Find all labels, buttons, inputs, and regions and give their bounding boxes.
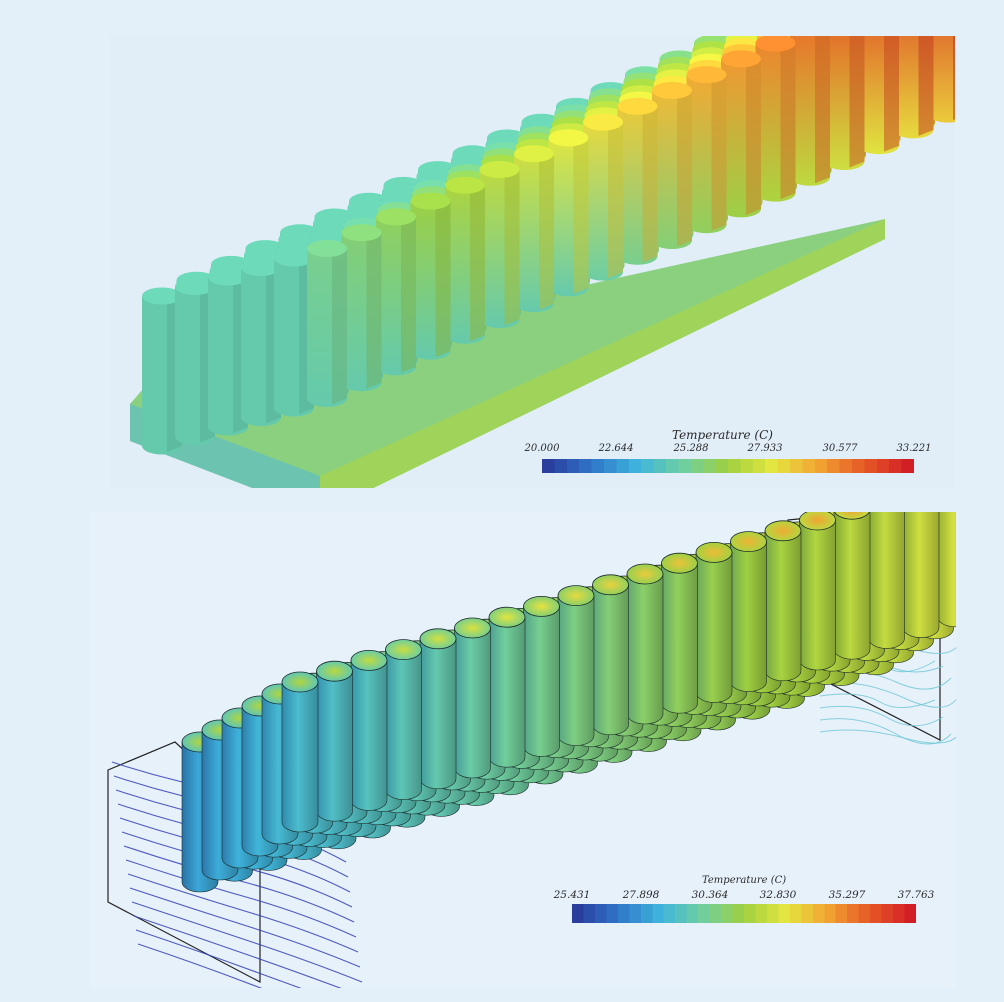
battery-cell xyxy=(488,606,526,768)
battery-cell xyxy=(617,97,658,265)
battery-cell xyxy=(790,36,830,186)
legend-tick: 20.000 xyxy=(524,443,560,454)
battery-cell xyxy=(514,145,554,313)
legend-tick: 27.898 xyxy=(622,889,660,901)
battery-cell xyxy=(445,176,485,344)
temperature-legend: Temperature (C) 20.000 22.644 25.288 27.… xyxy=(520,426,940,482)
battery-cell xyxy=(419,628,457,790)
battery-cell xyxy=(385,639,422,800)
battery-cell xyxy=(695,542,733,703)
battery-cell xyxy=(686,66,727,234)
battery-module-temperature-panel: Temperature (C) 20.000 22.644 25.288 27.… xyxy=(110,36,955,488)
battery-cells-render xyxy=(130,36,955,488)
battery-cell xyxy=(350,649,388,811)
battery-cells-streamlines-render xyxy=(107,512,956,988)
battery-cell xyxy=(592,574,629,736)
battery-cell xyxy=(730,531,767,692)
legend-tick: 37.763 xyxy=(897,889,935,901)
battery-cell xyxy=(652,82,692,250)
legend-tick: 35.297 xyxy=(828,889,866,901)
battery-cell xyxy=(454,617,491,779)
legend-color-bar xyxy=(542,459,914,473)
battery-cell xyxy=(548,129,589,297)
legend-tick: 22.644 xyxy=(598,443,634,454)
battery-cell xyxy=(316,660,353,822)
battery-cell xyxy=(583,113,623,281)
legend-tick: 25.431 xyxy=(553,889,591,901)
battery-cell xyxy=(868,512,905,649)
battery-cell xyxy=(274,249,314,417)
battery-cell xyxy=(799,512,836,671)
battery-cell xyxy=(893,36,934,139)
battery-cell xyxy=(479,161,520,328)
battery-cell xyxy=(833,512,871,660)
battery-cells xyxy=(142,36,955,455)
legend-color-bar xyxy=(572,904,916,923)
battery-cell xyxy=(376,208,416,376)
legend-tick: 30.364 xyxy=(691,889,729,901)
legend-title: Temperature (C) xyxy=(702,875,787,886)
battery-cell xyxy=(928,36,955,123)
legend-tick: 25.288 xyxy=(673,443,709,454)
battery-cell xyxy=(557,585,595,746)
battery-cell xyxy=(824,36,865,170)
battery-cell xyxy=(626,563,664,725)
battery-cell xyxy=(281,671,319,833)
battery-cell xyxy=(859,36,899,155)
battery-cell xyxy=(661,552,698,714)
battery-cells xyxy=(181,512,956,893)
battery-cell xyxy=(721,50,761,218)
battery-cell xyxy=(341,224,382,392)
battery-cell xyxy=(523,596,560,757)
battery-cell xyxy=(755,36,796,202)
legend-title: Temperature (C) xyxy=(672,428,773,442)
battery-cell xyxy=(764,520,802,682)
temperature-legend: Temperature (C) 25.431 27.898 30.364 32.… xyxy=(554,867,950,929)
battery-cell xyxy=(937,512,956,628)
legend-tick: 33.221 xyxy=(896,443,932,454)
battery-cell xyxy=(410,192,451,360)
battery-cell xyxy=(307,240,347,407)
legend-tick: 30.577 xyxy=(822,443,858,454)
legend-tick: 32.830 xyxy=(759,889,797,901)
legend-tick: 27.933 xyxy=(747,443,783,454)
battery-airflow-temperature-panel: Temperature (C) 25.431 27.898 30.364 32.… xyxy=(90,512,956,988)
battery-cell xyxy=(902,512,940,638)
